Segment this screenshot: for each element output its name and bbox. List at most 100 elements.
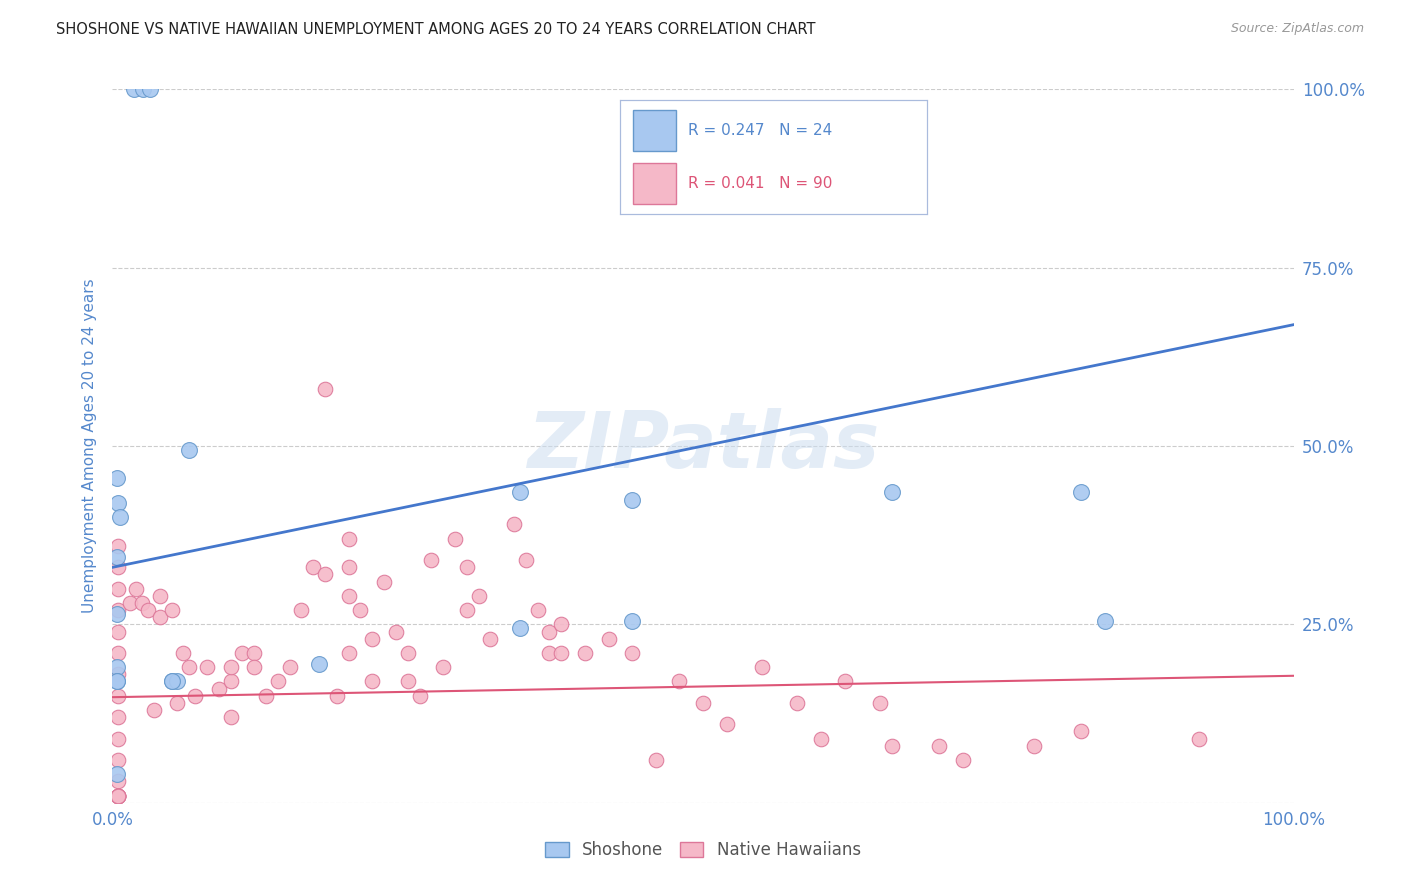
Point	[538, 646, 561, 660]
Point	[105, 674, 128, 689]
Point	[172, 646, 194, 660]
Point	[125, 582, 148, 596]
Point	[880, 739, 903, 753]
Point	[509, 485, 531, 500]
Point	[550, 617, 572, 632]
Point	[107, 646, 129, 660]
Point	[314, 382, 336, 396]
Point	[107, 710, 129, 724]
Point	[337, 589, 360, 603]
Point	[308, 657, 330, 671]
Point	[1022, 739, 1045, 753]
Point	[105, 549, 128, 564]
Point	[349, 603, 371, 617]
Point	[420, 553, 443, 567]
Point	[267, 674, 290, 689]
Point	[644, 753, 666, 767]
Point	[408, 689, 430, 703]
Point	[107, 789, 129, 803]
Point	[396, 646, 419, 660]
Point	[834, 674, 856, 689]
Point	[880, 485, 903, 500]
Point	[107, 560, 129, 574]
Point	[396, 674, 419, 689]
Point	[361, 632, 384, 646]
Point	[105, 607, 128, 621]
Point	[219, 660, 242, 674]
Point	[107, 789, 129, 803]
Point	[160, 603, 183, 617]
Point	[107, 753, 129, 767]
Point	[243, 646, 266, 660]
Point	[122, 82, 145, 96]
Point	[142, 703, 165, 717]
Point	[107, 603, 129, 617]
Text: Source: ZipAtlas.com: Source: ZipAtlas.com	[1230, 22, 1364, 36]
Point	[526, 603, 548, 617]
Point	[107, 582, 129, 596]
Point	[105, 471, 128, 485]
Point	[149, 589, 172, 603]
Point	[107, 539, 129, 553]
Point	[952, 753, 974, 767]
Point	[107, 496, 129, 510]
Point	[195, 660, 218, 674]
Point	[107, 731, 129, 746]
Point	[132, 82, 155, 96]
Point	[337, 560, 360, 574]
Point	[290, 603, 312, 617]
Point	[385, 624, 408, 639]
Point	[668, 674, 690, 689]
Point	[515, 553, 537, 567]
Point	[243, 660, 266, 674]
Point	[208, 681, 231, 696]
Point	[456, 560, 478, 574]
Point	[373, 574, 395, 589]
Point	[107, 774, 129, 789]
Point	[621, 614, 644, 628]
Point	[1094, 614, 1116, 628]
Point	[786, 696, 808, 710]
Point	[598, 632, 620, 646]
Text: ZIPatlas: ZIPatlas	[527, 408, 879, 484]
Point	[105, 674, 128, 689]
Point	[869, 696, 891, 710]
Point	[467, 589, 489, 603]
Point	[136, 603, 159, 617]
Point	[107, 667, 129, 681]
Point	[550, 646, 572, 660]
Legend: Shoshone, Native Hawaiians: Shoshone, Native Hawaiians	[538, 835, 868, 866]
Point	[160, 674, 183, 689]
Point	[621, 492, 644, 507]
Point	[107, 789, 129, 803]
Point	[166, 674, 188, 689]
Point	[361, 674, 384, 689]
Point	[751, 660, 773, 674]
Point	[105, 767, 128, 781]
Point	[538, 624, 561, 639]
Point	[509, 621, 531, 635]
Point	[503, 517, 526, 532]
Point	[107, 789, 129, 803]
Point	[166, 696, 188, 710]
Point	[108, 510, 131, 524]
Point	[278, 660, 301, 674]
Text: SHOSHONE VS NATIVE HAWAIIAN UNEMPLOYMENT AMONG AGES 20 TO 24 YEARS CORRELATION C: SHOSHONE VS NATIVE HAWAIIAN UNEMPLOYMENT…	[56, 22, 815, 37]
Point	[326, 689, 349, 703]
Point	[139, 82, 162, 96]
Point	[1070, 485, 1092, 500]
Point	[479, 632, 502, 646]
Point	[337, 532, 360, 546]
Point	[1188, 731, 1211, 746]
Point	[432, 660, 454, 674]
Point	[621, 646, 644, 660]
Point	[928, 739, 950, 753]
Point	[314, 567, 336, 582]
Point	[107, 789, 129, 803]
Point	[219, 674, 242, 689]
Point	[160, 674, 183, 689]
Point	[231, 646, 253, 660]
Point	[105, 660, 128, 674]
Point	[120, 596, 142, 610]
Point	[107, 689, 129, 703]
